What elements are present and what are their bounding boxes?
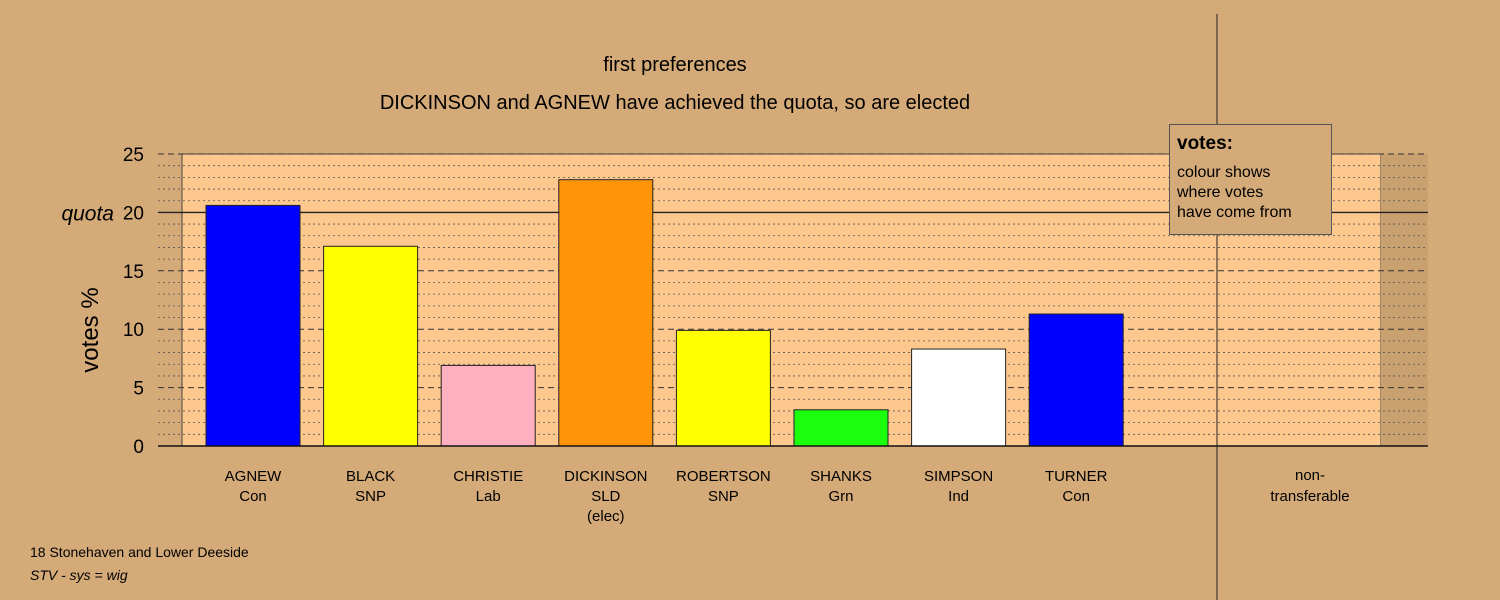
candidate-name: CHRISTIE <box>453 468 523 485</box>
y-tick-label: 15 <box>123 262 144 283</box>
bars <box>158 179 1428 447</box>
bar-black <box>323 245 419 447</box>
candidate-name: AGNEW <box>225 468 283 485</box>
legend: votes: colour shows where votes have com… <box>1169 124 1332 235</box>
legend-line: have come from <box>1177 204 1292 221</box>
y-tick-label: 25 <box>123 145 144 166</box>
candidate-status: (elec) <box>587 508 625 525</box>
y-tick-label: 20 <box>123 203 144 224</box>
candidate-party: SNP <box>708 488 739 505</box>
y-axis-label: votes % <box>77 287 104 372</box>
y-axis: 0 5 10 15 20 25 quota <box>61 145 144 458</box>
chart-title: first preferences <box>603 54 746 76</box>
candidate-party: Grn <box>828 488 853 505</box>
candidate-name: BLACK <box>346 468 395 485</box>
nontransferable-area <box>1381 154 1428 446</box>
chart-subtitle: DICKINSON and AGNEW have achieved the qu… <box>380 92 970 114</box>
nontransferable-label: transferable <box>1270 488 1349 505</box>
y-tick-label: 0 <box>133 437 144 458</box>
candidate-name: ROBERTSON <box>676 468 771 485</box>
y-tick-label: 10 <box>123 320 144 341</box>
candidate-name: SHANKS <box>810 468 872 485</box>
candidate-name: SIMPSON <box>924 468 993 485</box>
candidate-party: Con <box>239 488 267 505</box>
bar-robertson <box>675 329 771 447</box>
system-label: STV - sys = wig <box>30 567 128 583</box>
bar-agnew <box>205 204 301 447</box>
bar-christie <box>440 364 536 447</box>
candidate-party: Con <box>1062 488 1090 505</box>
candidate-party: SNP <box>355 488 386 505</box>
legend-line: where votes <box>1177 184 1264 201</box>
candidate-party: Lab <box>476 488 501 505</box>
candidate-party: SLD <box>591 488 620 505</box>
bar-simpson <box>911 348 1007 447</box>
bar-shanks <box>793 409 889 447</box>
candidate-name: DICKINSON <box>564 468 647 485</box>
x-axis-labels: AGNEW Con BLACK SNP CHRISTIE Lab DICKINSON SLD (… <box>225 467 1350 525</box>
nontransferable-label: non- <box>1295 467 1325 484</box>
legend-title: votes: <box>1177 133 1233 154</box>
candidate-name: TURNER <box>1045 468 1108 485</box>
legend-line: colour shows <box>1177 164 1271 181</box>
quota-label: quota <box>61 202 114 225</box>
candidate-party: Ind <box>948 488 969 505</box>
bar-turner <box>1028 313 1124 447</box>
constituency-label: 18 Stonehaven and Lower Deeside <box>30 544 249 560</box>
bar-dickinson <box>558 179 654 447</box>
y-tick-label: 5 <box>133 379 144 400</box>
